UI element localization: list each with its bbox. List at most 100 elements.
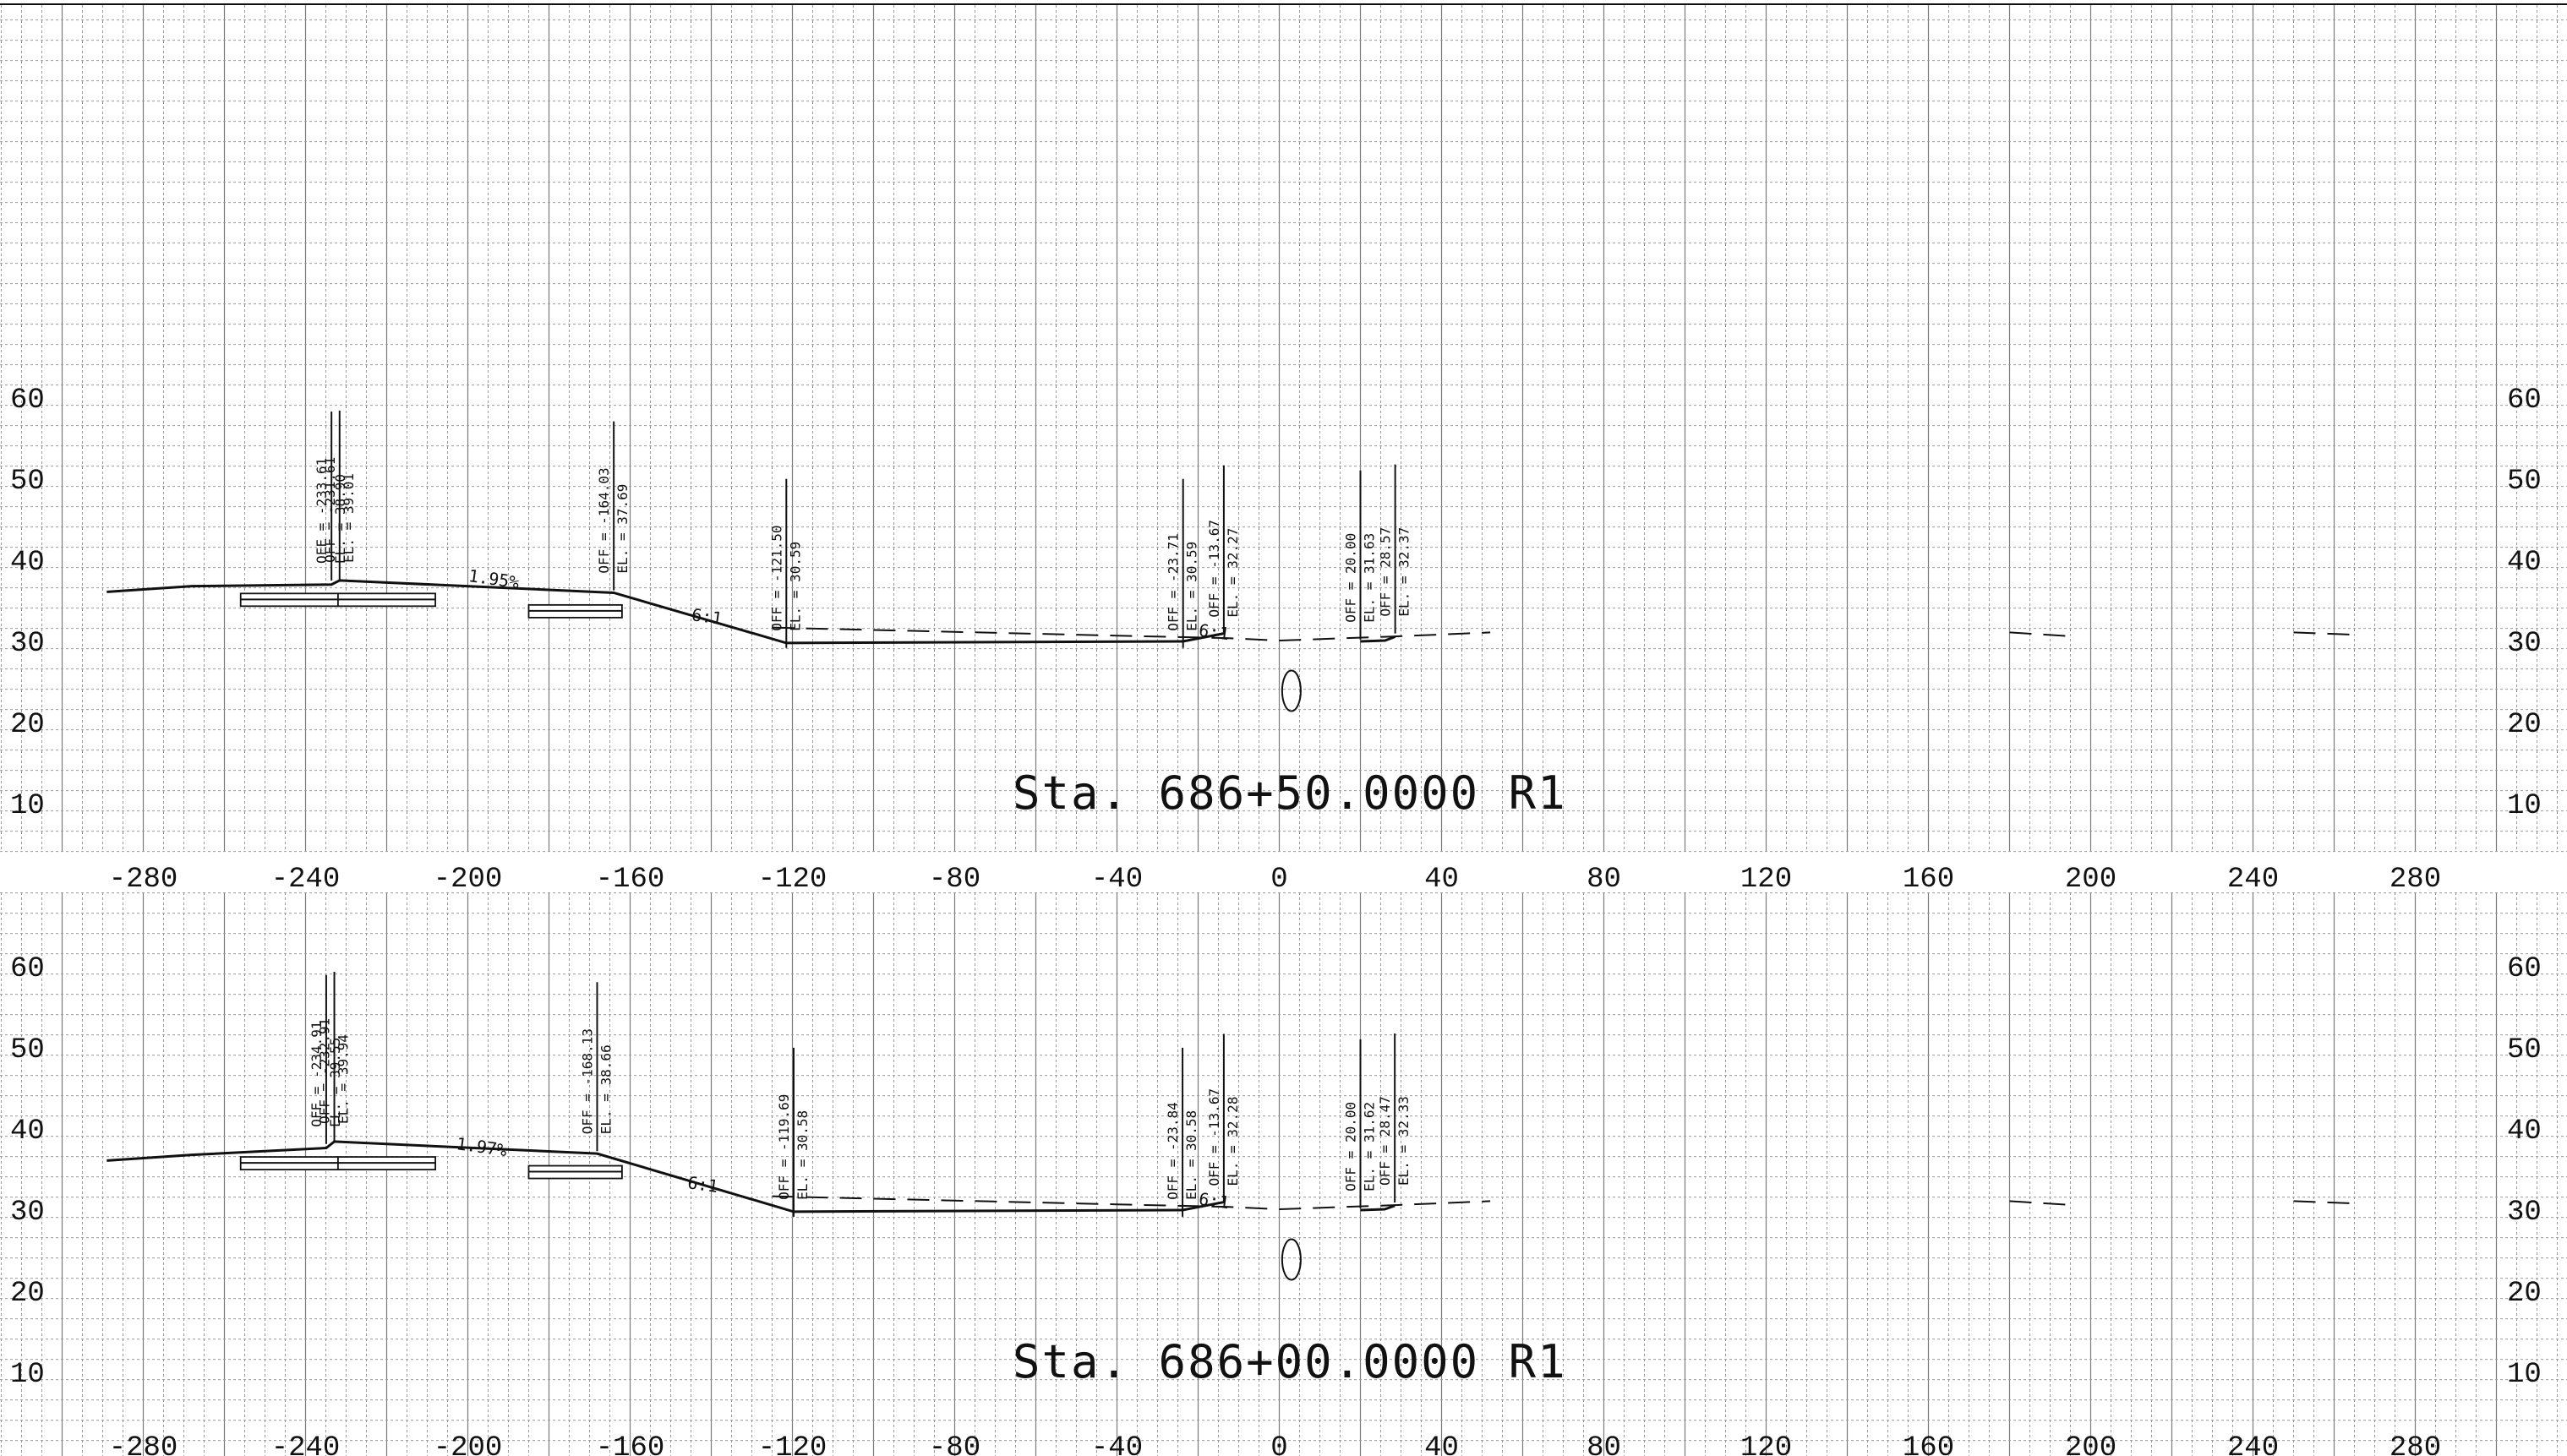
culvert-marker	[1281, 669, 1302, 712]
callout-elevation: EL. = 31.62	[1362, 1102, 1378, 1192]
callout-elevation: EL. = 31.63	[1362, 533, 1378, 623]
y-axis-labels-left: 10 20 30 40 50 60	[10, 384, 45, 822]
y-tick-label: 20	[10, 709, 45, 741]
callout-elevation: EL. = 32.27	[1225, 528, 1241, 618]
x-tick-label: -80	[929, 864, 980, 896]
y-tick-label: 50	[10, 1034, 45, 1066]
existing-ground-line	[2009, 631, 2075, 638]
x-tick-label: -280	[109, 864, 178, 896]
x-tick-label: 0	[1270, 864, 1287, 896]
callout-elevation: EL. = 37.69	[614, 484, 631, 574]
callout-offset: OFF = -231.61	[322, 457, 338, 563]
culvert-marker	[1281, 1238, 1302, 1281]
station-label: Sta. 686+00.0000 R1	[1013, 1335, 1567, 1388]
callout-offset: OFF = -233.61	[314, 458, 330, 564]
y-axis-labels-left: 10 20 30 40 50 60	[10, 953, 45, 1391]
x-tick-label: -40	[1091, 1432, 1143, 1456]
section-profile	[107, 1140, 2359, 1281]
y-tick-label: 10	[2507, 1359, 2542, 1391]
x-tick-label: 200	[2065, 864, 2116, 896]
callout-offset: OFF = -234.91	[309, 1021, 325, 1126]
x-tick-label: -280	[109, 1432, 178, 1456]
right-shoulder-line	[1360, 1204, 1395, 1212]
x-tick-label: 280	[2389, 1432, 2441, 1456]
callout-offset: OFF = -23.71	[1166, 533, 1182, 631]
callout-elevation: EL. = 39.94	[336, 1034, 352, 1124]
callout-elevation: EL. = 32.28	[1225, 1097, 1241, 1186]
x-tick-label: 0	[1270, 1432, 1287, 1456]
y-tick-label: 40	[10, 1115, 45, 1148]
slope-label: 6:1	[1198, 1188, 1231, 1213]
x-tick-label: 240	[2227, 864, 2279, 896]
y-tick-label: 20	[2507, 709, 2542, 741]
slope-labels: 1.95%6:16:1	[467, 565, 1231, 644]
callout-elevation: EL. = 38.66	[598, 1044, 614, 1134]
x-tick-label: 280	[2389, 864, 2441, 896]
x-tick-label: 200	[2065, 1432, 2116, 1456]
callout-offset: OFF = -121.50	[768, 526, 784, 631]
y-tick-label: 20	[2507, 1278, 2542, 1310]
y-tick-label: 40	[10, 547, 45, 579]
y-tick-label: 50	[10, 466, 45, 498]
x-tick-label: -120	[758, 1432, 827, 1456]
y-tick-label: 40	[2507, 1115, 2542, 1148]
callout-elevation: EL. = 32.37	[1396, 527, 1412, 617]
x-tick-label: 80	[1587, 1432, 1621, 1456]
x-tick-label: -200	[434, 864, 503, 896]
slope-label: 6:1	[1198, 619, 1231, 644]
existing-ground-line	[2293, 631, 2359, 636]
callout-offset: OFF = 28.57	[1378, 527, 1394, 617]
callout-offset: OFF = -164.03	[596, 467, 612, 573]
callout-offset: OFF = -13.67	[1206, 1088, 1222, 1186]
existing-ground-line	[2293, 1200, 2359, 1205]
y-tick-label: 60	[2507, 953, 2542, 985]
existing-ground-line	[772, 626, 1491, 642]
callout-offset: OFF = -13.67	[1206, 520, 1222, 618]
station-label: Sta. 686+50.0000 R1	[1013, 766, 1567, 820]
x-tick-label: 240	[2227, 1432, 2279, 1456]
callout-elevation: EL. = 39.01	[341, 473, 357, 563]
callout-offset: OFF = -168.13	[579, 1028, 595, 1134]
x-tick-label: -240	[271, 864, 341, 896]
x-tick-label: -160	[596, 864, 665, 896]
x-axis-labels: -280 -240 -200 -160 -120 -80 -40 0 40 80 120 160 200…	[109, 1432, 2441, 1456]
x-tick-label: -160	[596, 1432, 665, 1456]
slope-label: 6:1	[691, 604, 724, 629]
callout-elevation: EL. = 30.58	[795, 1110, 811, 1200]
y-tick-label: 20	[10, 1278, 45, 1310]
proposed-ground-line	[107, 579, 1225, 645]
callout-offset: OFF = 20.00	[1343, 533, 1359, 623]
y-tick-label: 10	[2507, 790, 2542, 822]
y-axis-labels-right: 10 20 30 40 50 60	[2507, 953, 2542, 1391]
y-tick-label: 40	[2507, 547, 2542, 579]
callout-elevation: EL. = 30.59	[787, 542, 803, 631]
callout-offset: OFF = -23.84	[1165, 1102, 1181, 1200]
right-shoulder-line	[1360, 635, 1396, 643]
callout-offset: OFF = 28.47	[1377, 1096, 1393, 1186]
slope-label: 6:1	[686, 1172, 719, 1197]
y-tick-label: 30	[2507, 628, 2542, 660]
x-axis-labels: -280 -240 -200 -160 -120 -80 -40 0 40 80 120 160 200…	[109, 864, 2441, 896]
y-tick-label: 10	[10, 1359, 45, 1391]
x-tick-label: 40	[1424, 864, 1459, 896]
callout-elevation: EL. = 30.59	[1184, 542, 1200, 631]
x-tick-label: -240	[271, 1432, 341, 1456]
x-tick-label: -200	[434, 1432, 503, 1456]
callout-offset: OFF = -232.91	[317, 1018, 333, 1124]
y-tick-label: 60	[10, 384, 45, 417]
x-tick-label: 40	[1424, 1432, 1459, 1456]
x-tick-label: 160	[1903, 864, 1954, 896]
y-tick-label: 60	[10, 953, 45, 985]
x-tick-label: 80	[1587, 864, 1621, 896]
x-tick-label: 120	[1740, 864, 1792, 896]
y-tick-label: 50	[2507, 1034, 2542, 1066]
y-tick-label: 30	[10, 1197, 45, 1229]
existing-ground-line	[772, 1195, 1491, 1211]
x-tick-label: -120	[758, 864, 827, 896]
section-profile	[107, 579, 2359, 712]
y-tick-label: 10	[10, 790, 45, 822]
